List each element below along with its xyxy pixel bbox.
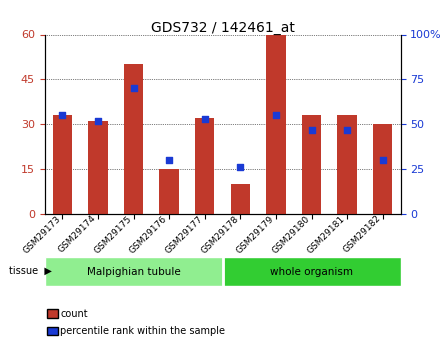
Text: whole organism: whole organism — [270, 267, 353, 277]
Bar — [124, 65, 143, 214]
Bar — [231, 184, 250, 214]
Bar — [195, 118, 214, 214]
Text: tissue  ▶: tissue ▶ — [9, 266, 52, 276]
Text: GSM29173: GSM29173 — [21, 214, 62, 255]
Bar — [159, 169, 179, 214]
Bar — [88, 121, 108, 214]
Point — [59, 112, 66, 118]
Text: GSM29180: GSM29180 — [271, 214, 312, 255]
Point — [379, 157, 386, 163]
Point — [94, 118, 101, 124]
Bar — [337, 115, 357, 214]
Point — [130, 86, 137, 91]
Point — [237, 165, 244, 170]
Text: count: count — [60, 309, 88, 318]
Text: GSM29176: GSM29176 — [128, 214, 169, 255]
Text: GDS732 / 142461_at: GDS732 / 142461_at — [150, 21, 295, 35]
Point — [344, 127, 351, 132]
Bar — [373, 124, 392, 214]
Text: percentile rank within the sample: percentile rank within the sample — [60, 326, 225, 336]
Text: GSM29177: GSM29177 — [164, 214, 205, 255]
Text: GSM29175: GSM29175 — [93, 214, 134, 255]
Bar — [302, 115, 321, 214]
Text: Malpighian tubule: Malpighian tubule — [87, 267, 180, 277]
FancyBboxPatch shape — [44, 257, 222, 286]
Text: GSM29174: GSM29174 — [57, 214, 98, 255]
Point — [272, 112, 279, 118]
Text: GSM29181: GSM29181 — [306, 214, 347, 255]
Point — [166, 157, 173, 163]
Point — [201, 116, 208, 121]
FancyBboxPatch shape — [222, 257, 400, 286]
Text: GSM29182: GSM29182 — [342, 214, 383, 255]
Bar — [266, 34, 286, 214]
Point — [308, 127, 315, 132]
Bar — [53, 115, 72, 214]
Text: GSM29179: GSM29179 — [235, 214, 276, 255]
Text: GSM29178: GSM29178 — [199, 214, 240, 255]
